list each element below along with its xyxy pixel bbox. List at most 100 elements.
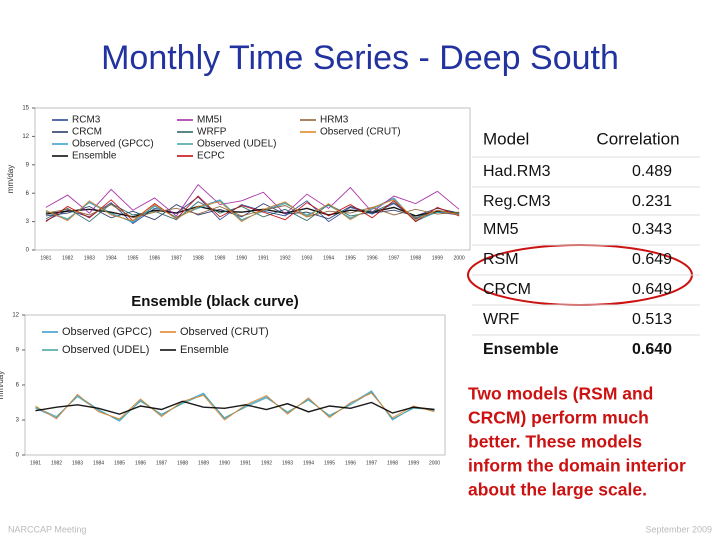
y-axis-label: mm/day bbox=[6, 165, 15, 193]
note-line: Two models (RSM and bbox=[468, 384, 653, 404]
x-tick-label: 1984 bbox=[93, 460, 104, 466]
table-cell: 0.640 bbox=[632, 341, 672, 358]
x-tick-label: 1996 bbox=[345, 460, 356, 466]
series-line bbox=[45, 196, 460, 225]
x-tick-label: 1999 bbox=[408, 460, 419, 466]
y-tick-label: 3 bbox=[16, 418, 20, 424]
x-tick-label: 1981 bbox=[30, 460, 41, 466]
x-tick-label: 1997 bbox=[388, 255, 399, 261]
series-line bbox=[35, 392, 435, 421]
x-tick-label: 1999 bbox=[432, 255, 443, 261]
x-tick-label: 1996 bbox=[367, 255, 378, 261]
legend-label: ECPC bbox=[197, 151, 225, 162]
footer-left: NARCCAP Meeting bbox=[8, 524, 86, 534]
plot-area bbox=[34, 107, 471, 251]
chart-title: Ensemble (black curve) bbox=[131, 293, 299, 310]
table-cell: WRF bbox=[483, 311, 520, 328]
x-tick-label: 1981 bbox=[40, 255, 51, 261]
table-cell: 0.343 bbox=[632, 221, 672, 238]
y-tick-label: 12 bbox=[22, 134, 29, 140]
legend-label: CRCM bbox=[72, 127, 102, 138]
x-tick-label: 1993 bbox=[282, 460, 293, 466]
legend-label: RCM3 bbox=[72, 115, 101, 126]
x-tick-label: 1983 bbox=[72, 460, 83, 466]
x-tick-label: 1991 bbox=[258, 255, 269, 261]
table-cell: MM5 bbox=[483, 221, 519, 238]
table-cell: Had.RM3 bbox=[483, 163, 551, 180]
note-line: about the large scale. bbox=[468, 480, 647, 500]
series-line bbox=[45, 201, 460, 223]
x-tick-label: 1997 bbox=[366, 460, 377, 466]
series-line bbox=[45, 184, 460, 217]
y-tick-label: 9 bbox=[16, 348, 20, 354]
y-tick-label: 6 bbox=[16, 383, 20, 389]
table-header: Model bbox=[483, 129, 529, 148]
x-tick-label: 1982 bbox=[51, 460, 62, 466]
x-tick-label: 1985 bbox=[127, 255, 138, 261]
y-tick-label: 0 bbox=[16, 453, 20, 459]
note-line: better. These models bbox=[468, 432, 642, 452]
legend-label: Observed (UDEL) bbox=[197, 139, 276, 150]
table-cell: 0.489 bbox=[632, 163, 672, 180]
y-tick-label: 6 bbox=[26, 191, 30, 197]
legend-label: Ensemble bbox=[72, 151, 117, 162]
legend-label: HRM3 bbox=[320, 115, 349, 126]
y-tick-label: 12 bbox=[12, 313, 19, 319]
x-tick-label: 1987 bbox=[156, 460, 167, 466]
legend-label: WRFP bbox=[197, 127, 227, 138]
table-cell: Reg.CM3 bbox=[483, 193, 551, 210]
legend-label: Observed (UDEL) bbox=[62, 344, 149, 356]
table-header: Correlation bbox=[596, 129, 679, 148]
legend-label: Ensemble bbox=[180, 344, 229, 356]
series-line bbox=[45, 195, 460, 223]
series-line bbox=[35, 400, 435, 415]
slide-title: Monthly Time Series - Deep South bbox=[101, 39, 619, 77]
x-tick-label: 1986 bbox=[135, 460, 146, 466]
x-tick-label: 1989 bbox=[198, 460, 209, 466]
legend-label: Observed (CRUT) bbox=[180, 326, 269, 338]
legend-label: MM5I bbox=[197, 115, 222, 126]
y-tick-label: 15 bbox=[22, 106, 29, 112]
x-tick-label: 1995 bbox=[345, 255, 356, 261]
series-line bbox=[45, 199, 460, 223]
y-tick-label: 9 bbox=[26, 162, 30, 168]
series-line bbox=[45, 204, 460, 219]
x-tick-label: 1987 bbox=[171, 255, 182, 261]
x-tick-label: 2000 bbox=[429, 460, 440, 466]
legend-label: Observed (CRUT) bbox=[320, 127, 401, 138]
x-tick-label: 1984 bbox=[106, 255, 117, 261]
x-tick-label: 1988 bbox=[193, 255, 204, 261]
note-line: inform the domain interior bbox=[468, 456, 686, 476]
x-tick-label: 1993 bbox=[301, 255, 312, 261]
note-line: CRCM) perform much bbox=[468, 408, 649, 428]
x-tick-label: 1990 bbox=[236, 255, 247, 261]
series-line bbox=[45, 205, 460, 218]
table-cell: 0.649 bbox=[632, 281, 672, 298]
x-tick-label: 2000 bbox=[454, 255, 465, 261]
table-cell: 0.513 bbox=[632, 311, 672, 328]
x-tick-label: 1989 bbox=[214, 255, 225, 261]
y-tick-label: 0 bbox=[26, 248, 30, 254]
footer-right: September 2009 bbox=[645, 524, 712, 534]
x-tick-label: 1988 bbox=[177, 460, 188, 466]
x-tick-label: 1994 bbox=[323, 255, 334, 261]
x-tick-label: 1998 bbox=[410, 255, 421, 261]
x-tick-label: 1995 bbox=[324, 460, 335, 466]
x-tick-label: 1992 bbox=[280, 255, 291, 261]
table-cell: 0.231 bbox=[632, 193, 672, 210]
table-cell: Ensemble bbox=[483, 341, 559, 358]
x-tick-label: 1992 bbox=[261, 460, 272, 466]
y-axis-label: mm/day bbox=[0, 371, 5, 399]
table-cell: RSM bbox=[483, 251, 519, 268]
x-tick-label: 1986 bbox=[149, 255, 160, 261]
table-cell: CRCM bbox=[483, 281, 531, 298]
x-tick-label: 1985 bbox=[114, 460, 125, 466]
x-tick-label: 1991 bbox=[240, 460, 251, 466]
x-tick-label: 1982 bbox=[62, 255, 73, 261]
x-tick-label: 1983 bbox=[84, 255, 95, 261]
x-tick-label: 1990 bbox=[219, 460, 230, 466]
y-tick-label: 3 bbox=[26, 219, 30, 225]
table-cell: 0.649 bbox=[632, 251, 672, 268]
x-tick-label: 1998 bbox=[387, 460, 398, 466]
